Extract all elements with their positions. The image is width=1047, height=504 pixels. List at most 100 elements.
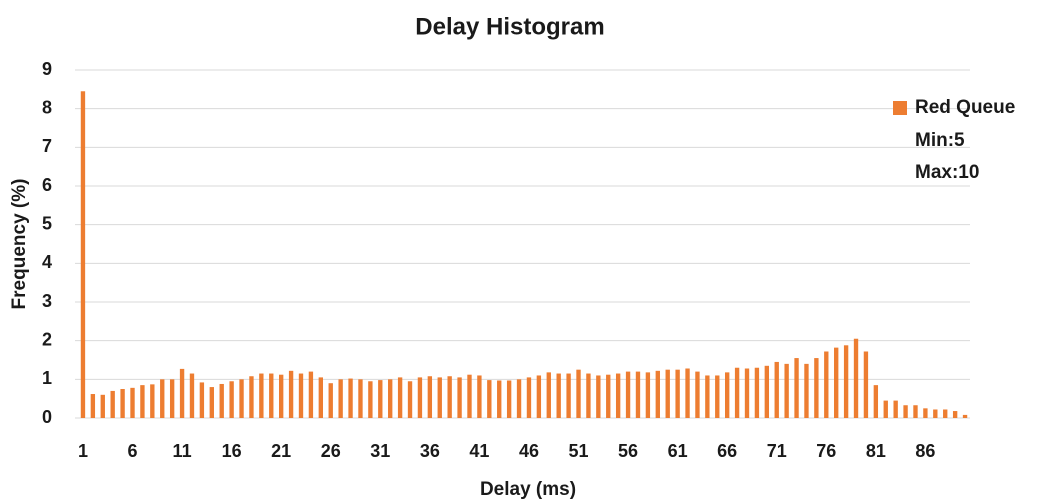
bar <box>655 370 660 418</box>
bar <box>397 377 403 418</box>
bar <box>705 375 710 418</box>
bar <box>774 361 779 418</box>
legend-note: Min:5 <box>915 130 965 151</box>
x-tick-label: 81 <box>866 441 886 461</box>
bar <box>933 409 938 418</box>
y-tick-label: 4 <box>42 252 52 272</box>
bar <box>546 372 551 418</box>
legend-swatch <box>893 101 907 115</box>
bar <box>724 372 730 418</box>
bar <box>407 381 413 418</box>
bar <box>804 363 809 418</box>
x-tick-label: 66 <box>717 441 737 461</box>
bar <box>883 400 888 418</box>
bar <box>715 375 720 418</box>
legend-label: Red Queue <box>915 97 1015 118</box>
bar <box>338 379 343 418</box>
bar <box>843 345 849 418</box>
bar <box>516 379 522 418</box>
bar <box>150 384 155 418</box>
bar <box>814 358 819 418</box>
bar <box>675 369 680 418</box>
y-tick-label: 6 <box>42 175 52 195</box>
bar <box>685 368 690 418</box>
bar <box>497 380 502 418</box>
y-tick-label: 8 <box>42 97 52 117</box>
bar <box>764 365 770 418</box>
bar <box>140 385 145 418</box>
bar <box>457 377 462 418</box>
bar <box>130 387 135 418</box>
bar <box>923 408 928 418</box>
y-tick-label: 5 <box>42 213 52 233</box>
bar <box>952 411 958 418</box>
bar <box>744 368 750 418</box>
bar <box>695 371 700 418</box>
bar <box>388 379 393 418</box>
bar <box>903 405 908 418</box>
x-tick-label: 71 <box>767 441 787 461</box>
x-axis-title: Delay (ms) <box>480 479 576 500</box>
y-tick-label: 9 <box>42 59 52 79</box>
bar <box>437 377 442 418</box>
x-tick-label: 16 <box>222 441 242 461</box>
bar <box>962 414 968 418</box>
chart-title: Delay Histogram <box>415 13 604 40</box>
bar <box>913 405 918 418</box>
bar <box>110 390 115 418</box>
bar <box>615 373 621 418</box>
x-tick-label: 36 <box>420 441 440 461</box>
x-tick-label: 31 <box>370 441 390 461</box>
bar <box>298 373 304 418</box>
bar <box>566 373 571 418</box>
y-axis-title: Frequency (%) <box>9 179 30 310</box>
bar <box>179 368 185 418</box>
bar <box>526 377 532 418</box>
bar <box>427 376 433 418</box>
bar <box>506 380 512 418</box>
bar <box>328 383 333 418</box>
y-tick-label: 1 <box>42 368 52 388</box>
bar <box>239 379 244 418</box>
x-tick-label: 41 <box>469 441 489 461</box>
bar <box>90 394 96 418</box>
bar <box>853 338 859 418</box>
bar <box>358 379 363 418</box>
bar <box>417 377 423 418</box>
y-tick-label: 7 <box>42 136 52 156</box>
x-tick-label: 1 <box>78 441 88 461</box>
bar <box>873 385 879 418</box>
x-tick-label: 6 <box>128 441 138 461</box>
bar <box>467 374 472 418</box>
bar <box>318 377 324 418</box>
bar <box>834 347 839 418</box>
x-tick-label: 76 <box>816 441 836 461</box>
bar <box>199 382 205 418</box>
bar <box>219 383 224 418</box>
bar <box>487 380 492 418</box>
x-tick-label: 51 <box>568 441 588 461</box>
bar <box>249 376 254 418</box>
bar <box>606 374 611 418</box>
x-tick-label: 86 <box>915 441 935 461</box>
bar <box>635 371 641 418</box>
bar <box>288 370 294 418</box>
x-tick-label: 26 <box>321 441 341 461</box>
bar <box>893 400 898 418</box>
bar <box>120 389 125 418</box>
bar <box>794 358 799 418</box>
bar <box>308 371 314 418</box>
bar <box>943 409 948 418</box>
x-tick-label: 61 <box>668 441 688 461</box>
bar <box>863 351 869 418</box>
bar <box>348 378 353 418</box>
bar <box>596 375 601 418</box>
x-tick-label: 56 <box>618 441 638 461</box>
bar <box>160 379 165 418</box>
bar <box>586 373 591 418</box>
bar <box>278 374 284 418</box>
bar <box>447 376 452 418</box>
bar <box>378 380 383 418</box>
y-tick-label: 0 <box>42 407 52 427</box>
